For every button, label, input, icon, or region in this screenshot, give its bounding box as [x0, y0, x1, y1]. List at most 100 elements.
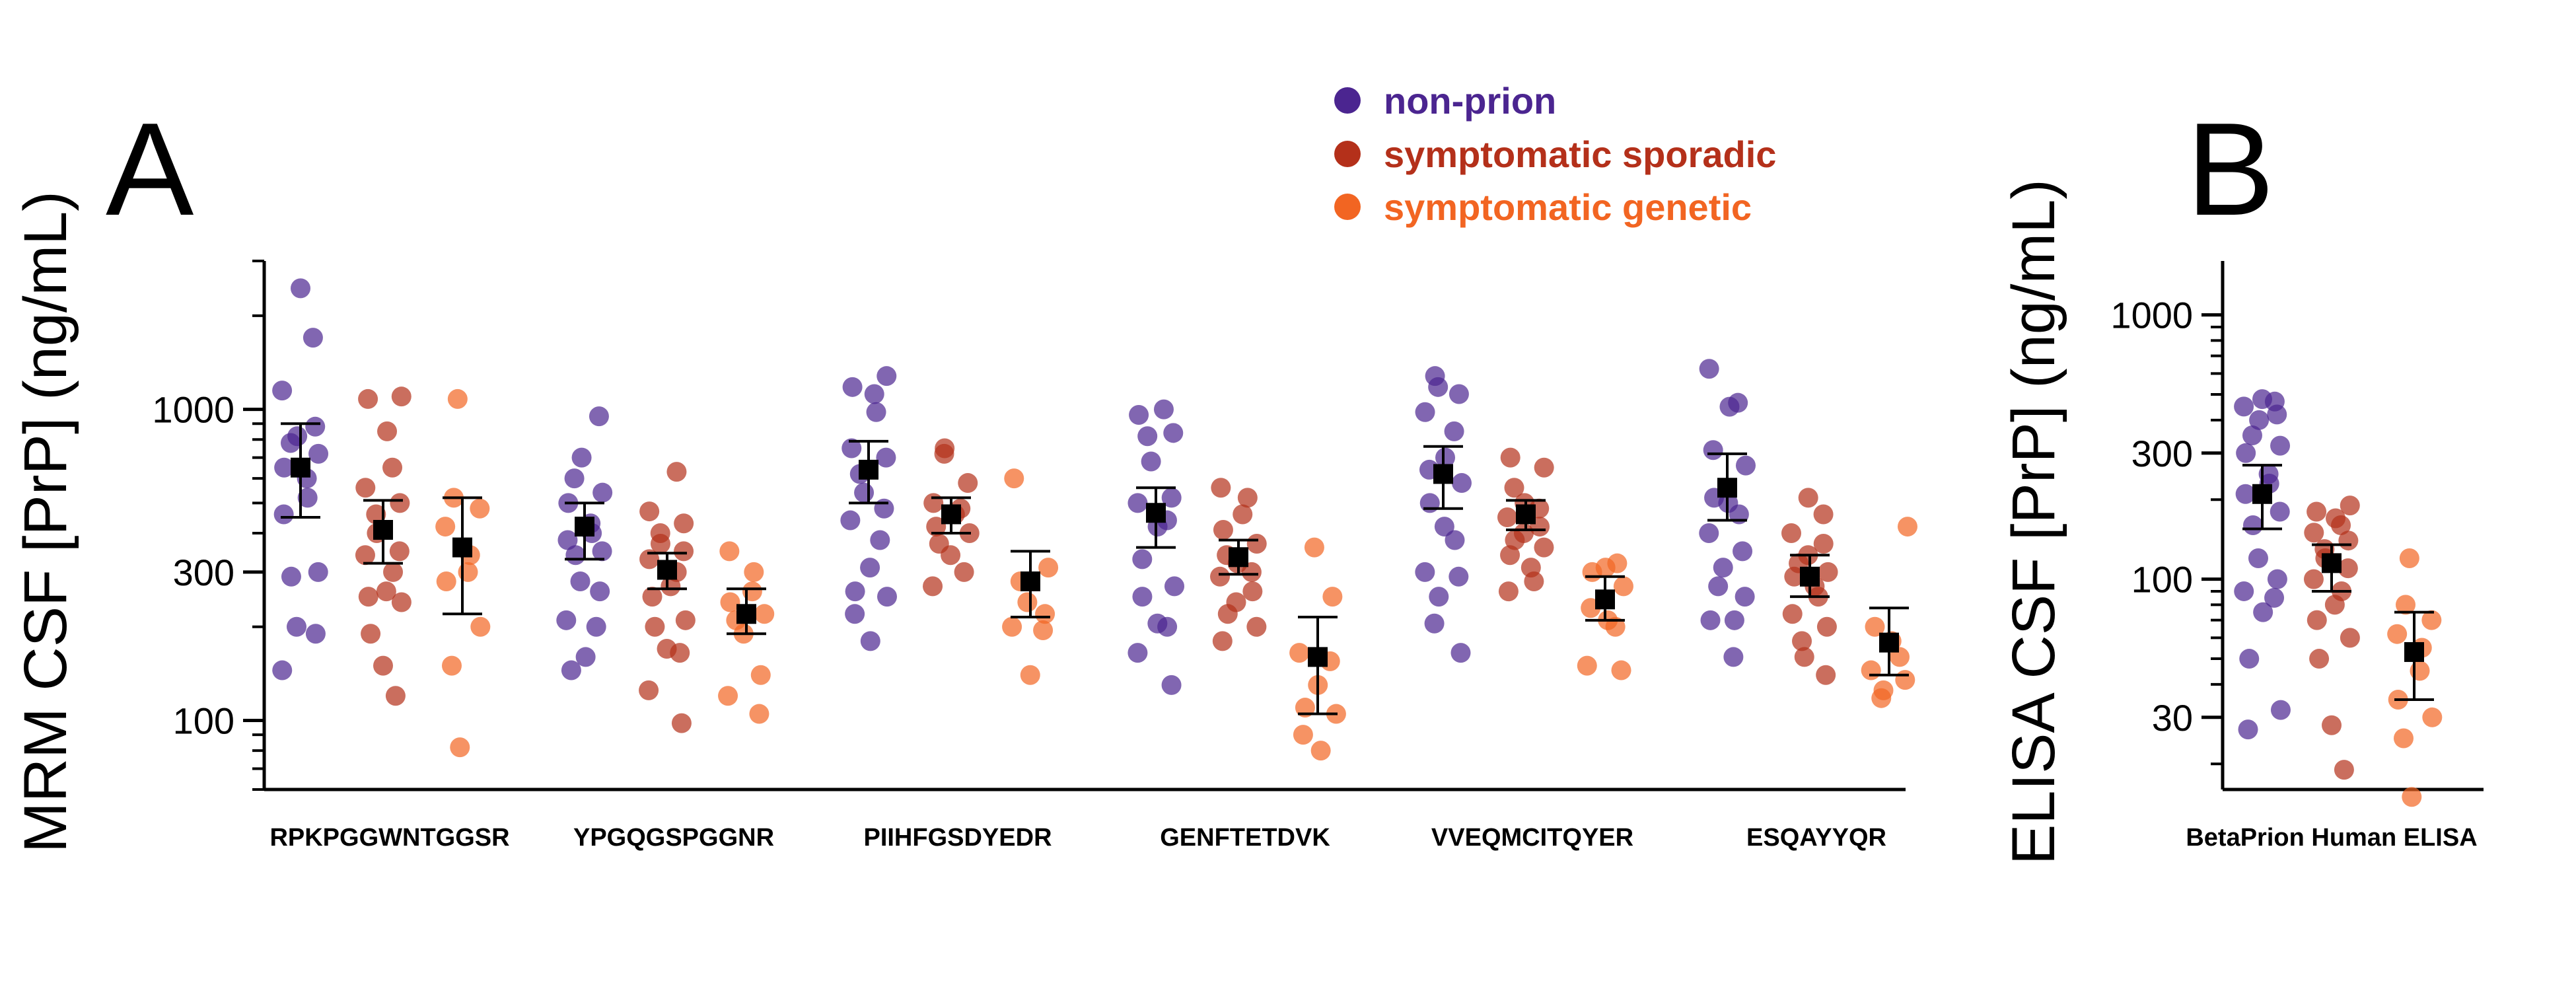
- panel-a-vveqmcitqyer-symptomatic-genetic-mean-marker: [1595, 589, 1615, 610]
- panel-a-x-tick-labels: RPKPGGWNTGGSR YPGQGSPGGNR PIIHFGSDYEDR GENF…: [269, 824, 1886, 852]
- panel-b-point-non-prion: [2248, 548, 2268, 568]
- panel-a-point-non-prion: [1435, 447, 1456, 468]
- panel-a-point-symptomatic-sporadic: [1818, 562, 1838, 582]
- panel-a-point-non-prion: [1434, 517, 1454, 537]
- panel-a-point-symptomatic-genetic: [458, 562, 478, 582]
- panel-a-rpkpggwntggsr-non-prion-mean-marker: [291, 457, 310, 478]
- panel-b-y-axis-label: ELISA CSF [PrP] (ng/mL): [2000, 179, 2067, 865]
- panel-a-point-non-prion: [1127, 493, 1148, 513]
- panel-b-mean-error-bars: [2242, 464, 2434, 702]
- panel-a-point-non-prion: [1450, 643, 1471, 663]
- panel-a-point-non-prion: [272, 660, 293, 680]
- legend-marker-symptomatic-sporadic: [1334, 141, 1361, 167]
- panel-a-esqayyqr-symptomatic-genetic-mean-marker: [1879, 632, 1899, 653]
- panel-b-point-symptomatic-genetic: [2402, 787, 2422, 807]
- panel-a-point-non-prion: [571, 447, 592, 468]
- panel-a-point-symptomatic-genetic: [1004, 468, 1024, 489]
- panel-a-point-non-prion: [281, 566, 301, 587]
- panel-a-point-non-prion: [556, 610, 577, 630]
- panel-a-point-non-prion: [564, 468, 585, 489]
- panel-b-point-symptomatic-sporadic: [2340, 628, 2360, 648]
- panel-a-point-symptomatic-sporadic: [934, 443, 954, 464]
- panel-a-point-non-prion: [586, 616, 606, 637]
- panel-a-point-non-prion: [1444, 421, 1464, 441]
- panel-b-point-symptomatic-genetic: [2399, 548, 2419, 568]
- panel-a-point-symptomatic-sporadic: [1500, 447, 1521, 468]
- panel-a-point-non-prion: [592, 482, 613, 503]
- panel-a-point-symptomatic-genetic: [749, 704, 769, 724]
- panel-a-point-non-prion: [877, 587, 897, 607]
- panel-a-ypgqgspggnr-symptomatic-genetic-mean-marker: [736, 604, 756, 624]
- panel-a-point-symptomatic-sporadic: [366, 504, 386, 525]
- panel-a-point-non-prion: [286, 616, 306, 637]
- panel-a-point-symptomatic-sporadic: [674, 513, 694, 534]
- panel-b-y-ticks: 30 100 300 1000: [2110, 295, 2223, 766]
- panel-b-point-non-prion: [2270, 700, 2291, 720]
- panel-a-point-symptomatic-sporadic: [358, 587, 378, 607]
- panel-a-genftetdvk-symptomatic-genetic-mean-marker: [1308, 647, 1328, 667]
- panel-a-points: [272, 278, 1917, 761]
- panel-a-point-symptomatic-sporadic: [376, 581, 396, 602]
- panel-a-point-symptomatic-genetic: [1035, 604, 1055, 624]
- panel-a-esqayyqr-symptomatic-sporadic-mean-marker: [1800, 566, 1820, 587]
- panel-a-point-non-prion: [1129, 405, 1149, 425]
- panel-a-point-symptomatic-sporadic: [1246, 616, 1267, 637]
- panel-b-point-symptomatic-genetic: [2395, 595, 2415, 615]
- panel-a-point-non-prion: [590, 581, 610, 602]
- panel-a-esqayyqr-non-prion-mean-marker: [1717, 478, 1737, 498]
- panel-a-rpkpggwntggsr-symptomatic-sporadic-mean-marker: [373, 519, 393, 540]
- panel-a-y-tick-label: 300: [173, 552, 234, 593]
- panel-a-point-non-prion: [1132, 549, 1153, 569]
- panel-a-vveqmcitqyer-symptomatic-sporadic-mean-marker: [1516, 504, 1536, 525]
- panel-a-point-non-prion: [1724, 610, 1744, 630]
- panel-a-point-symptomatic-genetic: [1605, 616, 1626, 637]
- panel-b-axes: [2221, 261, 2484, 791]
- panel-b-y-tick-label: 300: [2131, 433, 2193, 474]
- panel-b-point-non-prion: [2234, 581, 2254, 601]
- panel-b-y-tick-label: 1000: [2110, 295, 2193, 336]
- panel-a-point-symptomatic-sporadic: [390, 493, 410, 513]
- panel-a-point-symptomatic-genetic: [1611, 660, 1631, 680]
- panel-b-betaprion-human-elisa-symptomatic-genetic-mean-marker: [2404, 642, 2424, 662]
- panel-a-point-symptomatic-sporadic: [954, 562, 974, 582]
- panel-a-point-non-prion: [866, 402, 886, 422]
- panel-a-mean-error-bars: [281, 422, 1909, 716]
- legend-marker-symptomatic-genetic: [1334, 194, 1361, 220]
- panel-a-point-symptomatic-genetic: [447, 388, 468, 409]
- panel-a-point-symptomatic-sporadic: [355, 545, 375, 566]
- panel-b-point-non-prion: [2253, 602, 2273, 622]
- panel-a-point-non-prion: [280, 433, 301, 453]
- panel-a-point-non-prion: [308, 562, 328, 582]
- panel-a-point-non-prion: [845, 581, 865, 602]
- panel-a-point-non-prion: [854, 482, 875, 503]
- panel-a-point-non-prion: [1415, 562, 1435, 582]
- panel-b-point-non-prion: [2234, 396, 2254, 417]
- legend: non-prion symptomatic sporadic symptomat…: [1334, 80, 1776, 228]
- panel-a-point-symptomatic-sporadic: [358, 388, 378, 409]
- panel-a-point-non-prion: [1161, 488, 1182, 508]
- panel-a-point-non-prion: [1703, 440, 1723, 460]
- panel-a-point-symptomatic-sporadic: [1781, 523, 1802, 544]
- panel-a-point-non-prion: [870, 530, 890, 550]
- panel-a-point-symptomatic-sporadic: [670, 643, 690, 663]
- panel-a-point-non-prion: [1137, 426, 1158, 447]
- panel-a-point-symptomatic-genetic: [718, 686, 738, 706]
- panel-a-point-symptomatic-genetic: [450, 737, 470, 758]
- panel-a-point-non-prion: [303, 328, 323, 348]
- panel-b-point-symptomatic-sporadic: [2304, 523, 2324, 543]
- panel-a-point-non-prion: [1735, 455, 1756, 476]
- panel-a-point-non-prion: [1723, 647, 1744, 667]
- panel-b-point-non-prion: [2238, 719, 2258, 740]
- panel-a-point-non-prion: [1164, 576, 1184, 597]
- panel-a-point-symptomatic-sporadic: [1813, 533, 1834, 554]
- panel-a-point-non-prion: [1699, 523, 1719, 544]
- panel-a-point-non-prion: [877, 366, 897, 386]
- panel-a-point-symptomatic-sporadic: [926, 517, 947, 537]
- panel-a-point-symptomatic-genetic: [441, 655, 462, 676]
- panel-a-point-non-prion: [1449, 384, 1469, 404]
- panel-b-betaprion-human-elisa-symptomatic-sporadic-mean-marker: [2322, 553, 2342, 573]
- panel-a-genftetdvk-symptomatic-sporadic-mean-marker: [1229, 547, 1248, 568]
- panel-a-ypgqgspggnr-symptomatic-sporadic-mean-marker: [657, 560, 677, 580]
- panel-b-points: [2234, 389, 2443, 807]
